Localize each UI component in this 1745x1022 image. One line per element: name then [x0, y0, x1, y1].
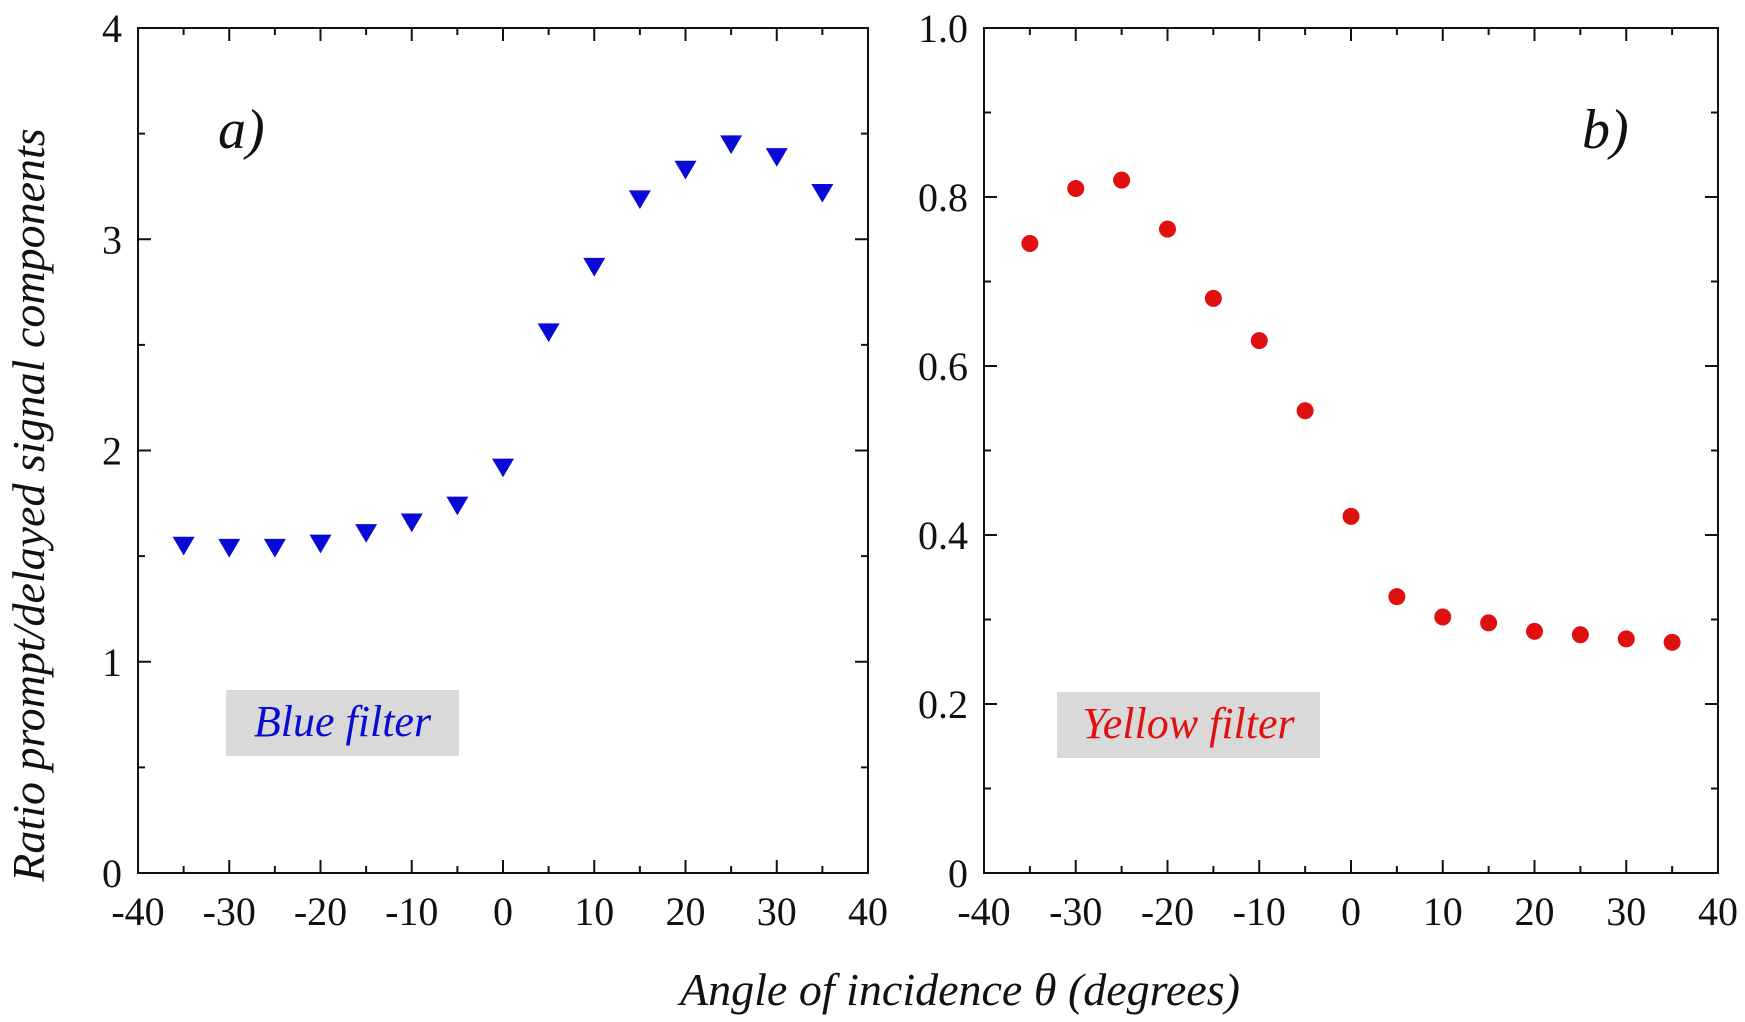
x-tick-label: 20 [666, 889, 706, 934]
data-point [1067, 180, 1085, 198]
data-point [1113, 171, 1131, 189]
y-tick-label: 1.0 [918, 6, 968, 51]
panel-label: a) [218, 99, 265, 161]
data-point [1388, 588, 1406, 606]
data-point [446, 496, 469, 516]
panel-b: -40 -30 -20 -10 0 10 20 30 40 0 0.2 0.4 0.6 0.8 1.0 b) Y… [918, 6, 1738, 934]
data-point [263, 538, 286, 558]
panel-a: -40 -30 -20 -10 0 10 20 30 40 0 1 2 3 4 a) Blue filter [102, 6, 888, 934]
x-tick-label: 10 [1423, 889, 1463, 934]
y-tick-label: 4 [102, 6, 122, 51]
panel-label: b) [1582, 99, 1629, 161]
data-point [1663, 633, 1681, 651]
x-tick-label: 10 [574, 889, 614, 934]
y-tick-label: 2 [102, 429, 122, 474]
x-tick-label: 0 [1341, 889, 1361, 934]
x-tick-label: 30 [757, 889, 797, 934]
legend-label: Blue filter [254, 697, 432, 746]
y-tick-label: 3 [102, 217, 122, 262]
data-point [218, 538, 241, 558]
x-tick-label: 30 [1606, 889, 1646, 934]
data-point [1021, 234, 1039, 252]
x-tick-label: 40 [1698, 889, 1738, 934]
data-point [1296, 402, 1314, 420]
data-point [492, 458, 514, 478]
data-point [720, 135, 743, 155]
y-tick-label: 1 [102, 640, 122, 685]
y-tick-label: 0.4 [918, 513, 968, 558]
legend-label: Yellow filter [1082, 699, 1295, 748]
data-point [1204, 289, 1222, 307]
x-tick-label: -30 [1049, 889, 1102, 934]
data-point [1434, 608, 1452, 626]
data-point [400, 513, 423, 533]
legend-box [1057, 692, 1320, 758]
data-point [628, 190, 651, 210]
y-tick-label: 0.6 [918, 344, 968, 389]
data-point [309, 534, 332, 554]
y-tick-label: 0.8 [918, 175, 968, 220]
data-point [1159, 220, 1176, 238]
data-point [1526, 622, 1543, 640]
data-point [537, 323, 560, 343]
x-tick-label: -30 [203, 889, 256, 934]
data-point [1571, 626, 1589, 644]
data-point [1480, 614, 1498, 632]
data-point [172, 536, 195, 556]
data-point [1250, 332, 1268, 350]
legend-box [226, 690, 459, 756]
y-tick-label: 0 [948, 851, 968, 896]
x-tick-label: -40 [111, 889, 164, 934]
x-tick-label: 20 [1515, 889, 1555, 934]
data-point [355, 524, 378, 543]
x-tick-label: -10 [385, 889, 438, 934]
x-tick-label: -40 [957, 889, 1010, 934]
y-tick-label: 0.2 [918, 682, 968, 727]
data-point [765, 148, 788, 167]
x-tick-label: -20 [1141, 889, 1194, 934]
x-tick-label: -10 [1233, 889, 1286, 934]
data-point [1342, 507, 1360, 525]
data-point [1617, 630, 1635, 648]
y-axis-title: Ratio prompt/delayed signal components [3, 128, 54, 882]
data-point [674, 160, 697, 180]
x-axis-title: Angle of incidence θ (degrees) [677, 964, 1240, 1015]
x-tick-label: 40 [848, 889, 888, 934]
x-tick-label: -20 [294, 889, 347, 934]
data-point [811, 183, 834, 203]
y-tick-label: 0 [102, 851, 122, 896]
data-point [583, 257, 606, 277]
x-tick-label: 0 [493, 889, 513, 934]
